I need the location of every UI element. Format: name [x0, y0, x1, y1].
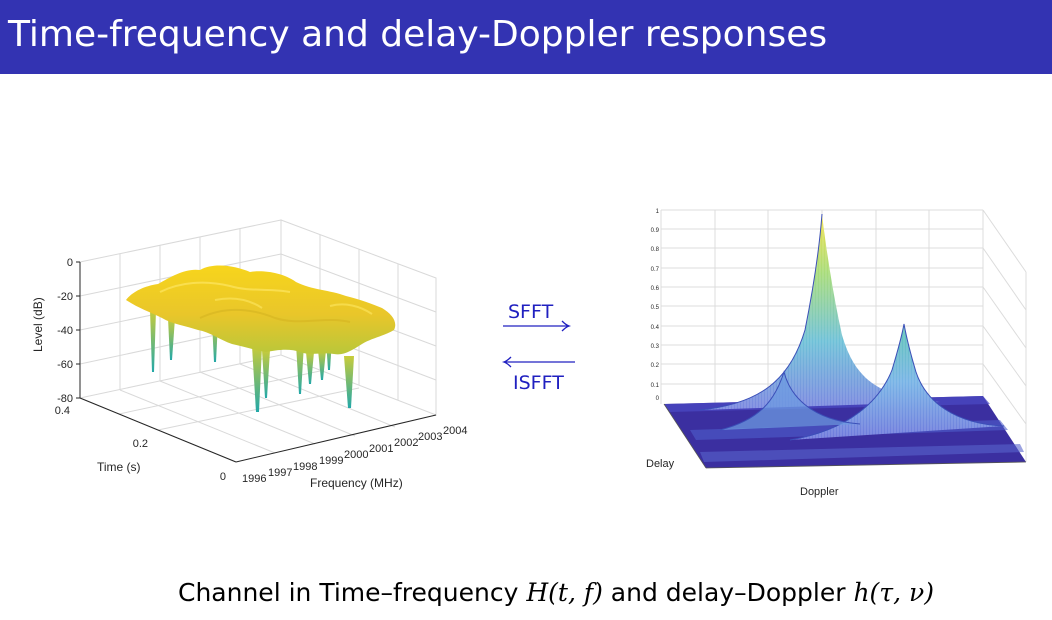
slide-title: Time-frequency and delay-Doppler respons… — [8, 14, 828, 55]
caption-text-1: Channel in Time–frequency — [178, 578, 527, 607]
caption-math-1: H(t, f) — [526, 578, 603, 607]
left-x-label: Frequency (MHz) — [310, 476, 403, 490]
left-z-tick: -80 — [57, 393, 73, 405]
left-z-tick: -40 — [57, 325, 73, 337]
left-x-tick: 2003 — [418, 431, 442, 443]
left-z-tick: 0 — [67, 257, 73, 269]
left-z-label: Level (dB) — [31, 297, 45, 352]
right-y-label: Delay — [646, 458, 675, 470]
left-x-tick: 2002 — [394, 437, 418, 449]
right-z-tick: 0.4 — [651, 325, 660, 331]
left-x-ticks: 1996 1997 1998 1999 2000 2001 2002 2003 … — [242, 425, 467, 485]
left-y-tick: 0.4 — [55, 405, 70, 417]
left-time-frequency-plot: 0 -20 -40 -60 -80 0.4 0.2 0 1996 1997 19… — [31, 219, 467, 490]
caption-math-2: h(τ, ν) — [853, 578, 934, 607]
left-x-tick: 1996 — [242, 473, 266, 485]
right-z-tick: 0.7 — [651, 267, 660, 273]
right-z-tick: 0.3 — [651, 344, 660, 350]
left-x-tick: 1999 — [319, 455, 343, 467]
left-x-tick: 1998 — [293, 461, 317, 473]
title-bar: Time-frequency and delay-Doppler respons… — [0, 0, 1052, 74]
left-x-tick: 2004 — [443, 425, 467, 437]
left-x-tick: 1997 — [268, 467, 292, 479]
right-z-tick: 0.1 — [651, 383, 660, 389]
left-y-tick: 0.2 — [133, 438, 148, 450]
left-surface — [126, 265, 396, 412]
left-x-tick: 2000 — [344, 449, 368, 461]
right-main-peak — [699, 213, 940, 411]
right-z-tick: 0.6 — [651, 286, 660, 292]
left-z-tick: -60 — [57, 359, 73, 371]
transform-arrows: SFFT ISFFT — [501, 301, 575, 394]
right-z-tick: 0.9 — [651, 228, 660, 234]
right-z-tick: 1 — [656, 209, 660, 215]
sfft-label: SFFT — [508, 301, 554, 323]
right-secondary-peak — [789, 323, 1005, 441]
slide-caption: Channel in Time–frequency H(t, f) and de… — [178, 578, 934, 607]
left-y-tick: 0 — [220, 471, 226, 483]
right-x-label: Doppler — [800, 486, 839, 498]
left-z-tick: -20 — [57, 291, 73, 303]
left-y-label: Time (s) — [97, 460, 141, 474]
isfft-label: ISFFT — [513, 372, 564, 394]
right-z-tick: 0 — [656, 396, 660, 402]
left-x-tick: 2001 — [369, 443, 393, 455]
right-z-tick: 0.2 — [651, 363, 660, 369]
right-z-tick: 0.8 — [651, 247, 660, 253]
caption-text-2: and delay–Doppler — [602, 578, 854, 607]
right-z-tick: 0.5 — [651, 305, 660, 311]
right-delay-doppler-plot: 1 0.9 0.8 0.7 0.6 0.5 0.4 0.3 0.2 0.1 0 … — [646, 209, 1027, 498]
